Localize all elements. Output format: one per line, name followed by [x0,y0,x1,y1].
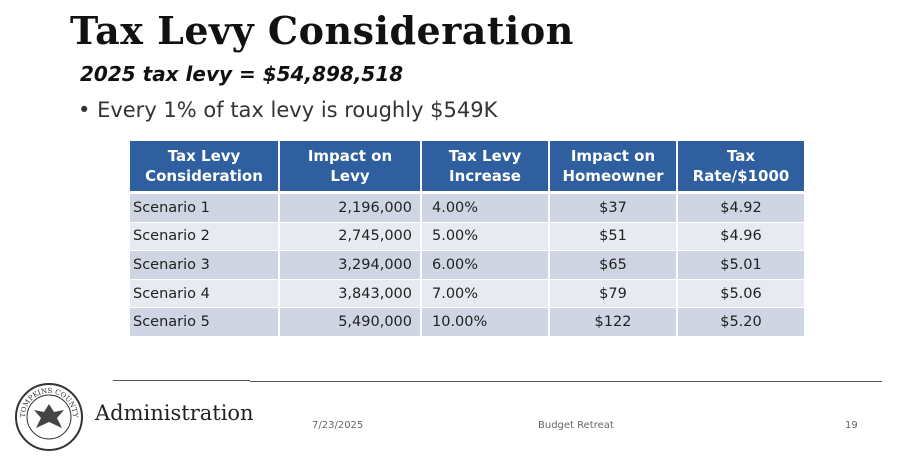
footer-rule [113,380,250,381]
header-line: Levy [330,167,370,185]
table-cell: $79 [550,279,678,309]
header-line: Tax Levy [448,147,522,165]
table-cell: $4.92 [678,194,806,223]
header-line: Consideration [145,167,263,185]
header-row: Tax Levy Consideration Impact on Levy Tax Le… [130,141,806,194]
footer-date: 7/23/2025 [312,420,364,431]
column-header: Impact on Levy [280,141,422,194]
table-row: Scenario 3 3,294,000 6.00% $65 $5.01 [130,251,806,280]
table-cell: 4.00% [422,194,550,223]
table-row: Scenario 1 2,196,000 4.00% $37 $4.92 [130,194,806,223]
table-row: Scenario 2 2,745,000 5.00% $51 $4.96 [130,222,806,252]
table-cell: 6.00% [422,251,550,280]
header-line: Impact on [570,147,656,165]
column-header: Impact on Homeowner [550,141,678,194]
table-row: Scenario 5 5,490,000 10.00% $122 $5.20 [130,308,806,337]
title: Tax Levy Consideration [70,8,574,53]
table-cell: 3,843,000 [280,279,422,309]
department: Administration [95,401,254,425]
footer-event: Budget Retreat [538,420,614,431]
table-cell: Scenario 4 [130,279,280,309]
table-cell: Scenario 2 [130,222,280,252]
table-cell: $5.06 [678,279,806,309]
table-cell: $37 [550,194,678,223]
table-cell: 10.00% [422,308,550,337]
table-cell: 7.00% [422,279,550,309]
footer-rule [250,381,882,382]
column-header: Tax Rate/$1000 [678,141,806,194]
bullet: • Every 1% of tax levy is roughly $549K [78,98,498,122]
table-cell: $4.96 [678,222,806,252]
page-number: 19 [845,420,858,431]
table-row: Scenario 4 3,843,000 7.00% $79 $5.06 [130,279,806,309]
header-line: Tax [726,147,756,165]
table-cell: Scenario 5 [130,308,280,337]
bullet-text: Every 1% of tax levy is roughly $549K [97,98,498,122]
table-body: Scenario 1 2,196,000 4.00% $37 $4.92 Scenario… [130,194,806,337]
county-seal: TOMPKINS COUNTY [15,383,83,451]
seal-inner [26,394,72,440]
table-cell: 5,490,000 [280,308,422,337]
table-cell: Scenario 1 [130,194,280,223]
header-line: Tax Levy [167,147,241,165]
column-header: Tax Levy Consideration [130,141,280,194]
table-cell: 2,745,000 [280,222,422,252]
table-cell: 3,294,000 [280,251,422,280]
table-cell: 2,196,000 [280,194,422,223]
table-cell: 5.00% [422,222,550,252]
subtitle: 2025 tax levy = $54,898,518 [80,62,404,86]
table-cell: $5.01 [678,251,806,280]
table-cell: $51 [550,222,678,252]
table-cell: $65 [550,251,678,280]
header-line: Impact on [307,147,393,165]
header-line: Increase [449,167,521,185]
column-header: Tax Levy Increase [422,141,550,194]
seal-eagle [34,404,64,428]
header-line: Rate/$1000 [692,167,790,185]
table-cell: Scenario 3 [130,251,280,280]
header-line: Homeowner [562,167,664,185]
table-cell: $5.20 [678,308,806,337]
table-cell: $122 [550,308,678,337]
levy-table: Tax Levy Consideration Impact on Levy Tax Le… [130,141,806,337]
